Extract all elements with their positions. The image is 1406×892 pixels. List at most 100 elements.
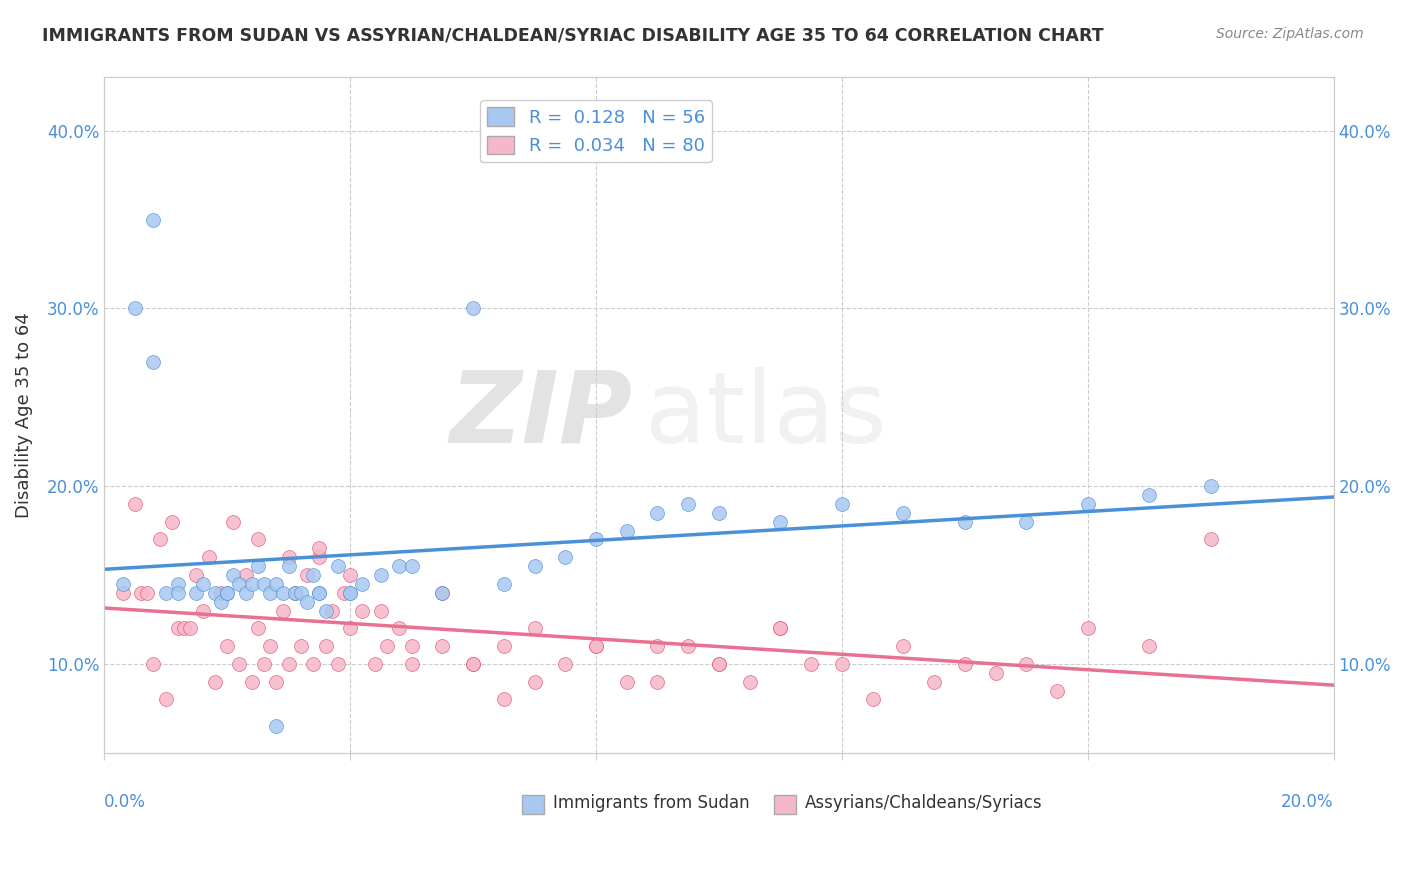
Point — [891, 506, 914, 520]
Y-axis label: Disability Age 35 to 64: Disability Age 35 to 64 — [15, 312, 32, 518]
Point — [142, 212, 165, 227]
Point — [271, 604, 294, 618]
Point — [204, 674, 226, 689]
Point — [228, 577, 250, 591]
Point — [129, 586, 152, 600]
Point — [191, 577, 214, 591]
Point — [1015, 657, 1038, 671]
Point — [167, 577, 190, 591]
Point — [523, 674, 546, 689]
Point — [167, 586, 190, 600]
Point — [1199, 533, 1222, 547]
Point — [308, 550, 330, 565]
Text: atlas: atlas — [645, 367, 887, 464]
Point — [339, 568, 361, 582]
Text: 0.0%: 0.0% — [104, 793, 146, 811]
Point — [321, 604, 343, 618]
Point — [315, 639, 337, 653]
Point — [461, 657, 484, 671]
Point — [235, 568, 257, 582]
Point — [401, 639, 423, 653]
Point — [315, 604, 337, 618]
Point — [271, 586, 294, 600]
Point — [266, 719, 288, 733]
Point — [295, 595, 318, 609]
Point — [1077, 497, 1099, 511]
Point — [585, 639, 607, 653]
Point — [339, 586, 361, 600]
Point — [364, 657, 387, 671]
Point — [352, 577, 374, 591]
Point — [142, 657, 165, 671]
Point — [375, 639, 398, 653]
Point — [266, 577, 288, 591]
Text: Source: ZipAtlas.com: Source: ZipAtlas.com — [1216, 27, 1364, 41]
Point — [277, 657, 299, 671]
Point — [1015, 515, 1038, 529]
Point — [240, 674, 263, 689]
Point — [217, 639, 239, 653]
Point — [277, 559, 299, 574]
Point — [179, 621, 201, 635]
Point — [284, 586, 307, 600]
Point — [240, 577, 263, 591]
Point — [984, 665, 1007, 680]
Point — [647, 506, 669, 520]
FancyBboxPatch shape — [775, 795, 796, 814]
Point — [155, 586, 177, 600]
Text: IMMIGRANTS FROM SUDAN VS ASSYRIAN/CHALDEAN/SYRIAC DISABILITY AGE 35 TO 64 CORREL: IMMIGRANTS FROM SUDAN VS ASSYRIAN/CHALDE… — [42, 27, 1104, 45]
Point — [253, 657, 276, 671]
Point — [333, 586, 356, 600]
Point — [124, 301, 146, 316]
Point — [222, 515, 245, 529]
Point — [111, 577, 134, 591]
Point — [831, 657, 853, 671]
Point — [339, 586, 361, 600]
Point — [707, 657, 730, 671]
Point — [326, 559, 349, 574]
Point — [326, 657, 349, 671]
Point — [769, 621, 792, 635]
Point — [370, 604, 392, 618]
Point — [616, 524, 638, 538]
Point — [308, 586, 330, 600]
Point — [209, 586, 232, 600]
Point — [352, 604, 374, 618]
Point — [370, 568, 392, 582]
Point — [831, 497, 853, 511]
Point — [1137, 488, 1160, 502]
Point — [217, 586, 239, 600]
Point — [222, 568, 245, 582]
Text: 20.0%: 20.0% — [1281, 793, 1334, 811]
Point — [266, 674, 288, 689]
Point — [228, 657, 250, 671]
Point — [124, 497, 146, 511]
Text: Immigrants from Sudan: Immigrants from Sudan — [553, 795, 749, 813]
Point — [891, 639, 914, 653]
Point — [647, 639, 669, 653]
Point — [197, 550, 219, 565]
Point — [523, 621, 546, 635]
Point — [769, 621, 792, 635]
Point — [167, 621, 190, 635]
Point — [246, 533, 269, 547]
Point — [155, 692, 177, 706]
Point — [523, 559, 546, 574]
Point — [209, 595, 232, 609]
Point — [676, 639, 699, 653]
Point — [922, 674, 945, 689]
Point — [676, 497, 699, 511]
Point — [401, 657, 423, 671]
Point — [284, 586, 307, 600]
Point — [173, 621, 195, 635]
Point — [259, 586, 281, 600]
Point — [953, 515, 976, 529]
Point — [186, 586, 208, 600]
Point — [769, 515, 792, 529]
Point — [186, 568, 208, 582]
Point — [111, 586, 134, 600]
Point — [253, 577, 276, 591]
Point — [235, 586, 257, 600]
Point — [1137, 639, 1160, 653]
Point — [401, 559, 423, 574]
